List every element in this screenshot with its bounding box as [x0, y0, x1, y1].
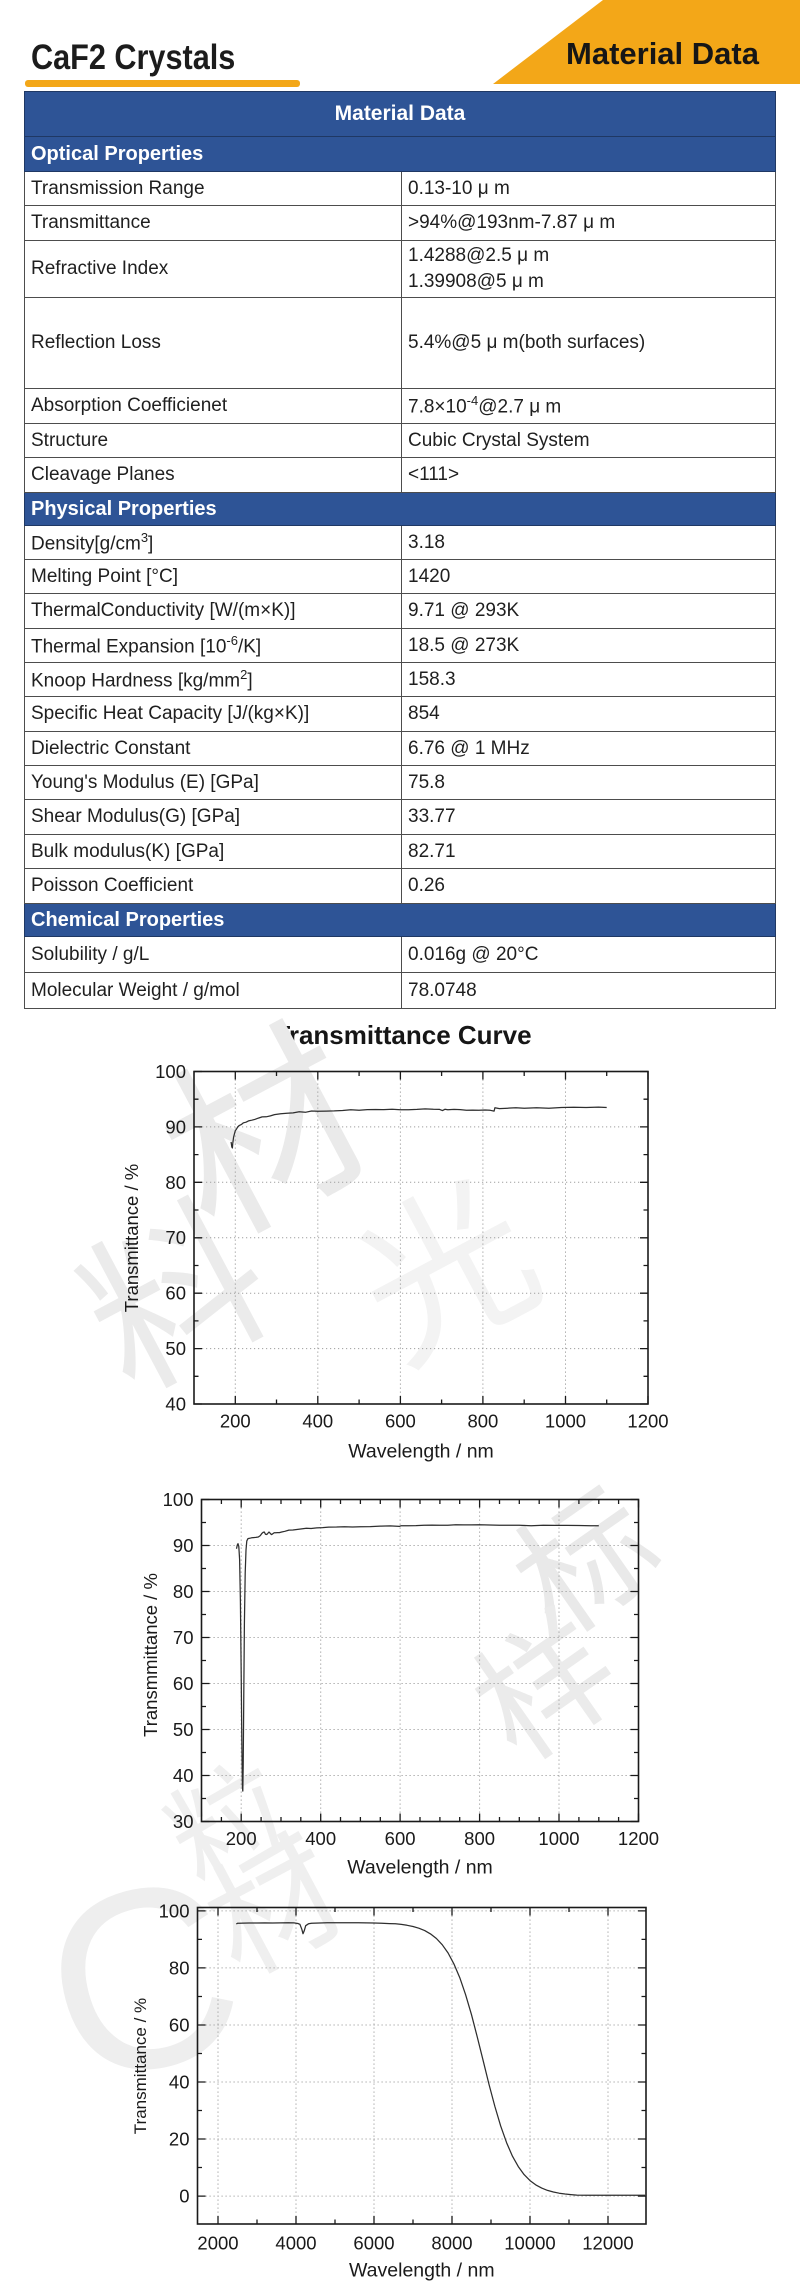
svg-text:40: 40	[165, 1394, 186, 1415]
svg-text:2000: 2000	[197, 2233, 238, 2254]
svg-text:1200: 1200	[627, 1411, 668, 1432]
svg-text:Wavelength / nm: Wavelength / nm	[348, 1441, 494, 1463]
svg-text:80: 80	[165, 1172, 186, 1193]
svg-text:100: 100	[159, 1900, 190, 1921]
svg-text:100: 100	[155, 1061, 186, 1082]
svg-text:Wavelength / nm: Wavelength / nm	[347, 1857, 493, 1879]
svg-text:1200: 1200	[618, 1828, 659, 1849]
svg-text:4000: 4000	[275, 2233, 316, 2254]
svg-text:Transmmittance / %: Transmmittance / %	[140, 1573, 161, 1737]
svg-text:400: 400	[305, 1828, 336, 1849]
svg-text:50: 50	[165, 1338, 186, 1359]
svg-text:80: 80	[173, 1581, 194, 1602]
svg-text:12000: 12000	[582, 2233, 633, 2254]
svg-text:80: 80	[169, 1957, 190, 1978]
svg-text:40: 40	[173, 1765, 194, 1786]
svg-text:40: 40	[169, 2072, 190, 2093]
svg-text:20: 20	[169, 2129, 190, 2150]
svg-text:1000: 1000	[545, 1411, 586, 1432]
svg-text:800: 800	[464, 1828, 495, 1849]
svg-text:600: 600	[385, 1828, 416, 1849]
svg-text:200: 200	[226, 1828, 257, 1849]
svg-text:800: 800	[467, 1411, 498, 1432]
svg-text:60: 60	[169, 2015, 190, 2036]
svg-text:30: 30	[173, 1811, 194, 1832]
svg-text:200: 200	[220, 1411, 251, 1432]
svg-text:600: 600	[385, 1411, 416, 1432]
svg-text:70: 70	[173, 1627, 194, 1648]
svg-text:1000: 1000	[538, 1828, 579, 1849]
svg-text:50: 50	[173, 1719, 194, 1740]
svg-text:70: 70	[165, 1227, 186, 1248]
svg-text:100: 100	[163, 1489, 194, 1510]
svg-text:400: 400	[302, 1411, 333, 1432]
svg-text:6000: 6000	[353, 2233, 394, 2254]
svg-text:Transmittance / %: Transmittance / %	[121, 1164, 142, 1312]
svg-text:90: 90	[165, 1116, 186, 1137]
svg-text:90: 90	[173, 1535, 194, 1556]
svg-text:0: 0	[179, 2186, 189, 2207]
svg-text:60: 60	[173, 1673, 194, 1694]
svg-text:8000: 8000	[431, 2233, 472, 2254]
svg-text:60: 60	[165, 1283, 186, 1304]
svg-text:Transmittance / %: Transmittance / %	[131, 1998, 150, 2134]
svg-text:Wavelength / nm: Wavelength / nm	[349, 2260, 495, 2282]
svg-text:10000: 10000	[504, 2233, 555, 2254]
